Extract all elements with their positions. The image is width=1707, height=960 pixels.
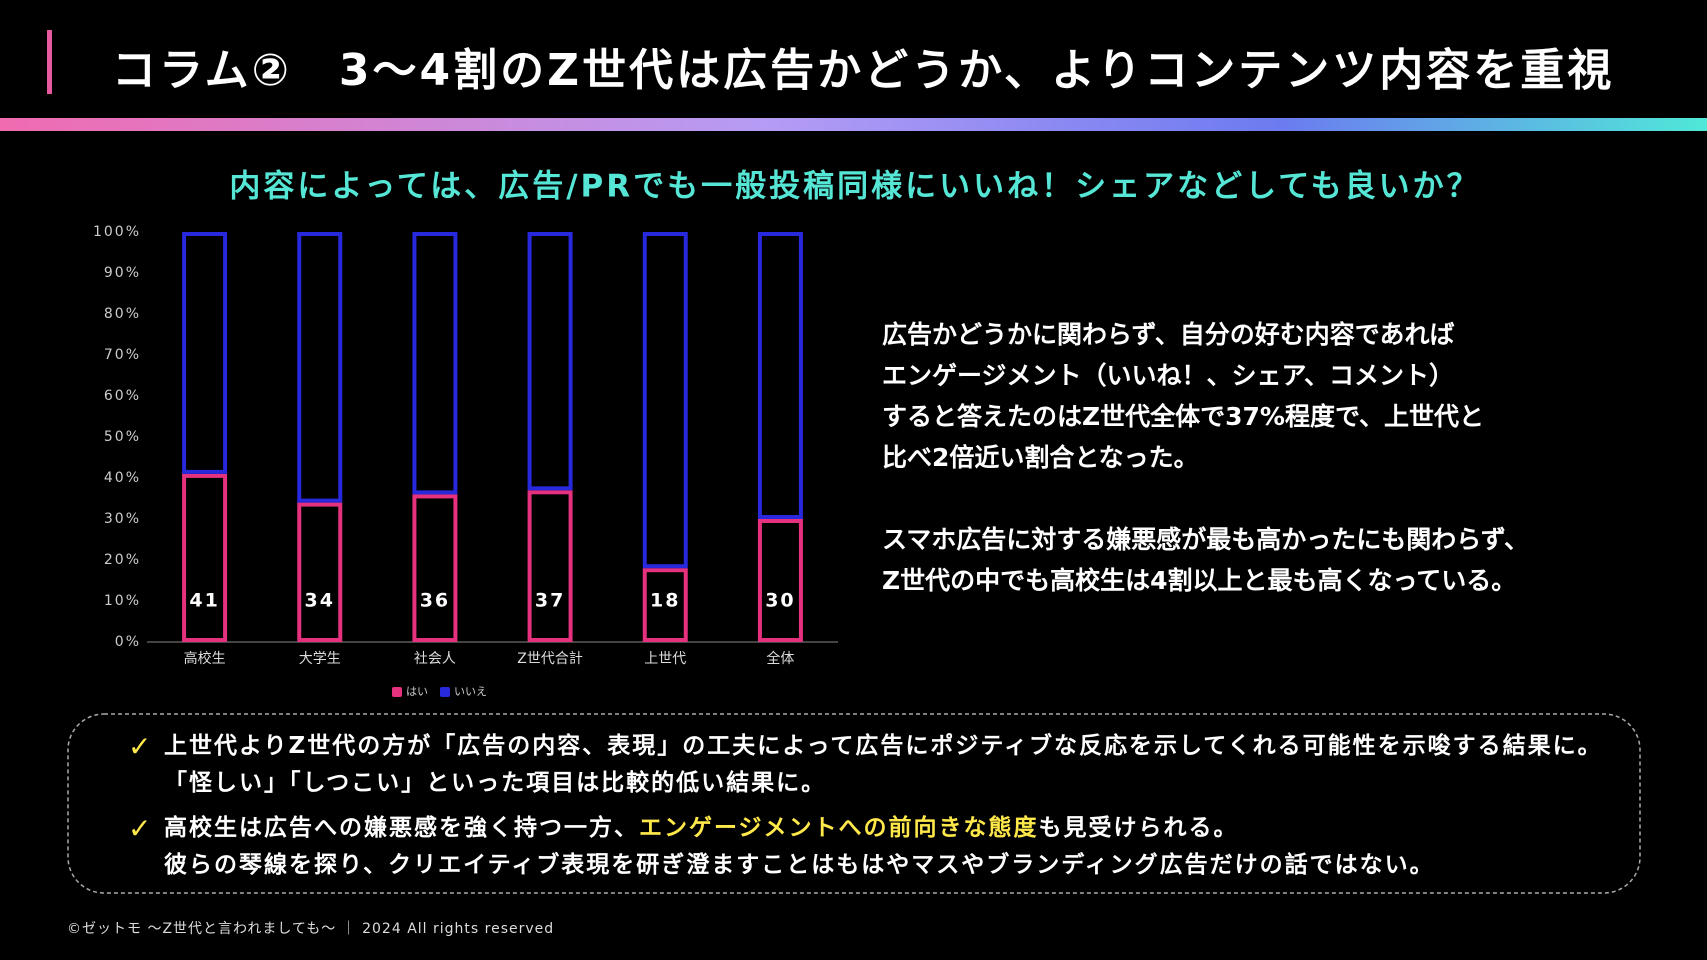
slide-title: コラム② 3～4割のZ世代は広告かどうか、よりコンテンツ内容を重視	[112, 45, 1615, 96]
y-tick-label: 70%	[104, 347, 141, 363]
y-tick-label: 60%	[104, 388, 141, 404]
paragraph: スマホ広告に対する嫌悪感が最も高かったにも関わらず、 Z世代の中でも高校生は4割以…	[882, 519, 1529, 601]
y-tick-label: 0%	[115, 634, 141, 650]
chart-title: 内容によっては、広告/PRでも一般投稿同様にいいね！シェアなどしても良いか？	[229, 169, 1480, 205]
note-line: ✓ 高校生は広告への嫌悪感を強く持つ一方、エンゲージメントへの前向きな態度も見受け…	[128, 810, 1603, 847]
value-label: 37	[535, 590, 565, 612]
bar-segment	[412, 494, 458, 642]
y-tick-label: 80%	[104, 306, 141, 322]
x-tick-label: 大学生	[299, 651, 341, 667]
value-label: 18	[650, 590, 680, 612]
bar-segment	[642, 232, 688, 569]
paragraph: 広告かどうかに関わらず、自分の好む内容であれば エンゲージメント（いいね！、シェア…	[882, 314, 1529, 478]
legend-swatch	[392, 687, 402, 697]
note-line: ✓ 上世代よりZ世代の方が「広告の内容、表現」の工夫によって広告にポジティブな反応…	[128, 728, 1603, 765]
y-tick-label: 30%	[104, 511, 141, 527]
x-tick-label: 高校生	[184, 650, 226, 667]
body-line: Z世代の中でも高校生は4割以上と最も高くなっている。	[882, 566, 1517, 595]
y-tick-label: 100%	[93, 224, 141, 240]
body-text: 広告かどうかに関わらず、自分の好む内容であれば エンゲージメント（いいね！、シェア…	[882, 314, 1529, 642]
bar-segment	[182, 473, 228, 642]
x-tick-label: 全体	[766, 650, 794, 667]
note-line: 彼らの琴線を探り、クリエイティブ表現を研ぎ澄ますことはもはやマスやブランディング…	[134, 847, 1603, 884]
note-text: 彼らの琴線を探り、クリエイティブ表現を研ぎ澄ますことはもはやマスやブランディング…	[164, 852, 1435, 878]
y-tick-label: 90%	[104, 265, 141, 281]
bar-segment	[182, 232, 228, 474]
y-tick-label: 50%	[104, 429, 141, 445]
title-accent	[47, 30, 52, 94]
value-label: 36	[420, 590, 450, 612]
note: ✓ 上世代よりZ世代の方が「広告の内容、表現」の工夫によって広告にポジティブな反応…	[128, 728, 1603, 802]
body-line: すると答えたのはZ世代全体で37%程度で、上世代と	[882, 402, 1484, 431]
value-label: 30	[765, 590, 795, 612]
check-icon: ✓	[128, 730, 154, 763]
body-line: スマホ広告に対する嫌悪感が最も高かったにも関わらず、	[882, 525, 1530, 554]
x-tick-label: 社会人	[414, 651, 456, 667]
value-label: 41	[189, 590, 219, 612]
y-tick-label: 40%	[104, 470, 141, 486]
check-icon: ✓	[128, 812, 154, 845]
x-tick-label: 上世代	[644, 651, 686, 667]
bar-segment	[757, 232, 803, 519]
bar-segment	[757, 519, 803, 642]
legend-label: はい	[406, 685, 428, 698]
body-line: エンゲージメント（いいね！、シェア、コメント）	[882, 361, 1455, 390]
bar-segment	[297, 232, 343, 503]
note-text: も見受けられる。	[1038, 815, 1239, 841]
notes: ✓ 上世代よりZ世代の方が「広告の内容、表現」の工夫によって広告にポジティブな反応…	[128, 728, 1603, 892]
y-tick-label: 20%	[104, 552, 141, 568]
note-text: 高校生は広告への嫌悪感を強く持つ一方、	[164, 815, 639, 841]
note-text: 「怪しい」「しつこい」といった項目は比較的低い結果に。	[164, 770, 827, 796]
gradient-bar	[0, 118, 1707, 131]
legend-swatch	[440, 687, 450, 697]
bar-segment	[527, 232, 573, 491]
note: ✓ 高校生は広告への嫌悪感を強く持つ一方、エンゲージメントへの前向きな態度も見受け…	[128, 810, 1603, 884]
legend-label: いいえ	[454, 685, 487, 698]
y-tick-label: 10%	[104, 593, 141, 609]
x-tick-label: Z世代合計	[517, 651, 583, 667]
bar-segment	[642, 568, 688, 643]
body-line: 比べ2倍近い割合となった。	[882, 443, 1199, 472]
body-line: 広告かどうかに関わらず、自分の好む内容であれば	[882, 320, 1455, 349]
bar-segment	[297, 502, 343, 642]
footer: ©ゼットモ ～Z世代と言われましても～ ｜ 2024 All rights re…	[67, 921, 555, 937]
bar-segment	[412, 232, 458, 495]
note-line: 「怪しい」「しつこい」といった項目は比較的低い結果に。	[134, 765, 1603, 802]
bar-segment	[527, 490, 573, 642]
notes-box	[67, 713, 1641, 894]
note-text: 上世代よりZ世代の方が「広告の内容、表現」の工夫によって広告にポジティブな反応を…	[164, 733, 1603, 759]
highlight-text: エンゲージメントへの前向きな態度	[639, 815, 1039, 841]
value-label: 34	[305, 590, 335, 612]
